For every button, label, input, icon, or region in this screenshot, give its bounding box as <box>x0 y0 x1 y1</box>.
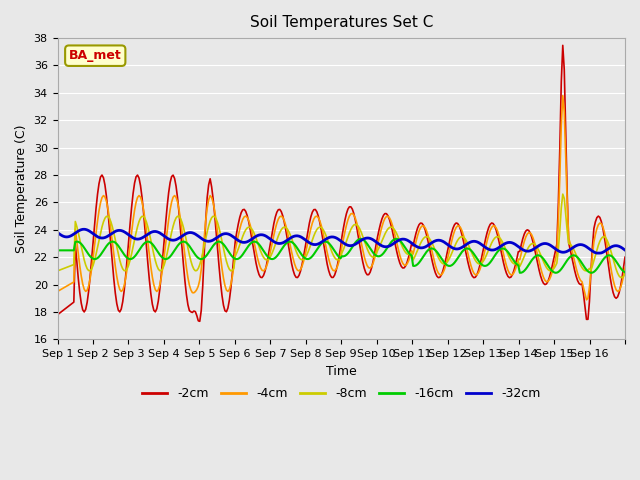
-16cm <box>620 268 627 274</box>
Line: -4cm: -4cm <box>58 96 625 300</box>
Title: Soil Temperatures Set C: Soil Temperatures Set C <box>250 15 433 30</box>
-2cm <box>460 239 467 244</box>
Line: -16cm: -16cm <box>58 239 625 273</box>
Line: -8cm: -8cm <box>58 194 625 277</box>
-8cm <box>346 230 353 236</box>
-32cm <box>593 250 601 256</box>
-16cm <box>54 248 61 253</box>
-16cm <box>346 249 353 254</box>
-32cm <box>620 246 627 252</box>
-8cm <box>73 224 81 229</box>
Line: -32cm: -32cm <box>58 229 625 253</box>
-8cm <box>458 234 466 240</box>
-8cm <box>91 257 99 263</box>
-4cm <box>621 265 629 271</box>
-4cm <box>54 288 61 294</box>
-4cm <box>346 213 353 219</box>
-4cm <box>582 297 590 303</box>
-8cm <box>54 268 61 274</box>
-16cm <box>544 263 552 268</box>
-2cm <box>54 312 61 318</box>
-4cm <box>91 242 99 248</box>
-2cm <box>73 259 81 264</box>
-16cm <box>91 256 99 262</box>
-32cm <box>73 229 81 235</box>
-4cm <box>620 273 627 279</box>
-32cm <box>81 227 88 232</box>
-32cm <box>621 247 629 253</box>
-8cm <box>620 274 627 279</box>
-16cm <box>621 269 629 275</box>
-4cm <box>458 228 466 234</box>
-32cm <box>92 233 100 239</box>
-8cm <box>543 264 550 270</box>
-8cm <box>618 275 626 280</box>
-2cm <box>620 265 627 271</box>
X-axis label: Time: Time <box>326 365 356 378</box>
-8cm <box>559 191 566 197</box>
Legend: -2cm, -4cm, -8cm, -16cm, -32cm: -2cm, -4cm, -8cm, -16cm, -32cm <box>137 383 545 406</box>
-2cm <box>91 222 99 228</box>
-2cm <box>196 318 204 324</box>
-8cm <box>621 271 629 276</box>
Y-axis label: Soil Temperature (C): Soil Temperature (C) <box>15 124 28 253</box>
-2cm <box>347 204 355 210</box>
-4cm <box>559 93 566 98</box>
-32cm <box>54 229 61 235</box>
-16cm <box>73 239 81 244</box>
-16cm <box>460 247 467 253</box>
-16cm <box>357 236 365 242</box>
-2cm <box>544 278 552 284</box>
-32cm <box>460 243 467 249</box>
-32cm <box>544 241 552 247</box>
-4cm <box>543 279 550 285</box>
-2cm <box>559 42 566 48</box>
-4cm <box>73 239 81 244</box>
Text: BA_met: BA_met <box>69 49 122 62</box>
-16cm <box>587 270 595 276</box>
Line: -2cm: -2cm <box>58 45 625 321</box>
-32cm <box>347 243 355 249</box>
-2cm <box>621 254 629 260</box>
